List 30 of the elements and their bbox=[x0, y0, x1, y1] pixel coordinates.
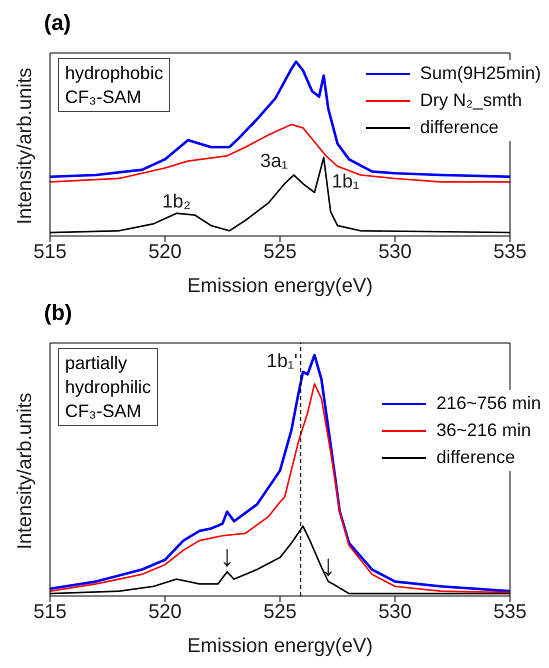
annotation: 3a₁ bbox=[260, 151, 288, 172]
annotation: ↓ bbox=[320, 550, 336, 583]
annotation: 1b₂ bbox=[162, 191, 191, 212]
x-tick-label: 535 bbox=[493, 601, 527, 624]
annotation: ↓ bbox=[220, 540, 235, 573]
x-axis-title: Emission energy(eV) bbox=[187, 635, 373, 657]
x-tick-label: 530 bbox=[378, 241, 412, 264]
chart-title: (a) bbox=[44, 10, 71, 36]
x-tick-label: 535 bbox=[493, 241, 527, 264]
x-tick-label: 520 bbox=[148, 241, 182, 264]
x-tick-label: 525 bbox=[263, 601, 297, 624]
annotation: partially hydrophilic CF₃-SAM bbox=[58, 348, 158, 426]
x-tick-label: 515 bbox=[33, 241, 67, 264]
x-tick-label: 520 bbox=[148, 601, 182, 624]
x-tick-label: 530 bbox=[378, 601, 412, 624]
ref-line-label: 1b₁' bbox=[266, 351, 298, 372]
legend-label: 216~756 min bbox=[436, 392, 541, 415]
legend-label: 36~216 min bbox=[436, 419, 531, 442]
y-axis-title: Intensity/arb.units bbox=[14, 392, 36, 550]
y-axis-title: Intensity/arb.units bbox=[14, 68, 36, 224]
x-tick-label: 515 bbox=[33, 601, 67, 624]
legend-label: difference bbox=[436, 446, 516, 469]
legend-label: Sum(9H25min) bbox=[420, 62, 541, 85]
annotation: 1b₁ bbox=[332, 172, 360, 193]
legend-label: difference bbox=[420, 116, 499, 139]
annotation: hydrophobic CF₃-SAM bbox=[58, 58, 170, 112]
x-tick-label: 525 bbox=[263, 241, 297, 264]
chart-title: (b) bbox=[44, 300, 72, 326]
legend-label: Dry N₂_smth bbox=[420, 89, 522, 112]
x-axis-title: Emission energy(eV) bbox=[187, 275, 373, 297]
